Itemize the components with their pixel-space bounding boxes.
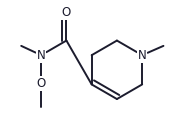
- Text: O: O: [36, 77, 46, 90]
- Text: N: N: [138, 49, 147, 62]
- Text: O: O: [62, 6, 71, 19]
- Text: N: N: [37, 49, 46, 62]
